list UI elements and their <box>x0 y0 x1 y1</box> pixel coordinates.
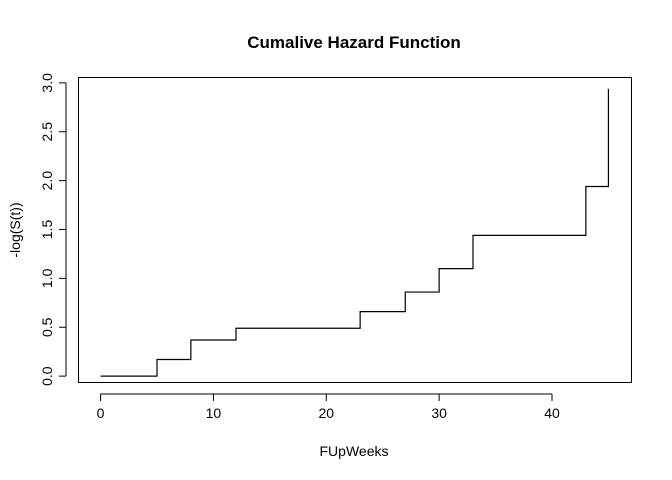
y-tick-label: 3.0 <box>39 73 55 93</box>
y-tick-label: 1.0 <box>39 268 55 288</box>
x-tick-label: 30 <box>431 405 447 421</box>
x-axis-label: FUpWeeks <box>320 443 389 459</box>
series-layer <box>100 88 610 377</box>
y-axis: 0.0 0.5 1.0 1.5 2.0 2.5 3.0 <box>39 73 67 386</box>
x-tick-label: 0 <box>97 405 105 421</box>
y-tick-label: 0.5 <box>39 317 55 337</box>
plot-frame <box>78 77 632 383</box>
x-axis: 0 10 20 30 40 <box>97 393 560 421</box>
chart-title: Cumalive Hazard Function <box>247 33 460 52</box>
y-tick-label: 2.0 <box>39 171 55 191</box>
x-tick-label: 40 <box>544 405 560 421</box>
x-tick-label: 10 <box>206 405 222 421</box>
cumulative-hazard-step-line <box>100 88 610 377</box>
x-tick-label: 20 <box>318 405 334 421</box>
y-axis-label: -log(S(t)) <box>7 202 23 257</box>
y-tick-label: 2.5 <box>39 122 55 142</box>
y-tick-label: 1.5 <box>39 220 55 240</box>
y-tick-label: 0.0 <box>39 366 55 386</box>
